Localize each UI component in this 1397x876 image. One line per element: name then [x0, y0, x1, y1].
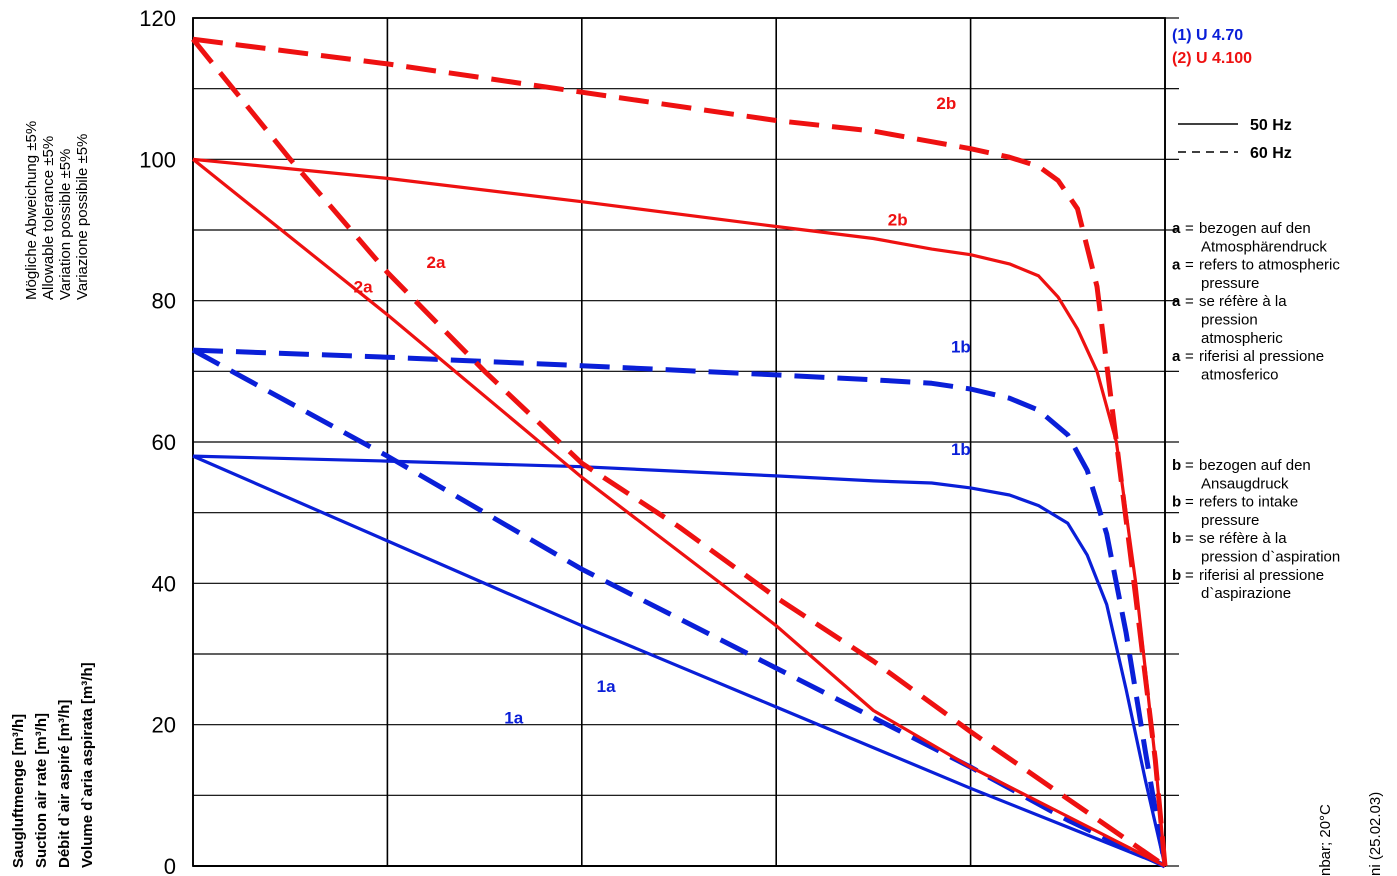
note-eq: =: [1185, 530, 1194, 547]
legend-freq: 60 Hz: [1250, 145, 1292, 162]
note-text: bezogen auf den: [1199, 457, 1311, 474]
note-eq: =: [1185, 257, 1194, 274]
note-text: d`aspirazione: [1201, 585, 1291, 602]
series-layer: [191, 36, 1168, 869]
series-1b-60hz: [192, 347, 1168, 867]
series-2b-60hz: [192, 36, 1168, 867]
y-tick-label: 100: [139, 147, 176, 172]
note-text: Ansaugdruck: [1201, 475, 1289, 492]
y-axis-ticks: 0 20 40 60 80 100 120: [139, 6, 176, 876]
note-text: pressure: [1201, 275, 1259, 292]
curve-labels: 1a 1a 1b 1b 2a 2a 2b 2b: [354, 94, 971, 728]
note-key: b: [1172, 457, 1181, 474]
y-tick-label: 120: [139, 6, 176, 31]
note-text: se réfère à la: [1199, 530, 1287, 547]
footer-conditions: nbar; 20°C: [1317, 804, 1334, 876]
curve-label-2b: 2b: [936, 94, 956, 113]
note-text: pressure: [1201, 512, 1259, 529]
tolerance-labels: Mögliche Abweichung ±5% Allowable toleran…: [23, 121, 91, 300]
note-text: pression d`aspiration: [1201, 549, 1340, 566]
tolerance-label: Mögliche Abweichung ±5%: [23, 121, 40, 300]
curve-label-2b: 2b: [888, 210, 908, 229]
curve-label-1b: 1b: [951, 440, 971, 459]
y-tick-label: 20: [152, 713, 176, 738]
note-text: atmospheric: [1201, 330, 1283, 347]
y-tick-label: 60: [152, 430, 176, 455]
grid: [192, 17, 1179, 867]
note-eq: =: [1185, 567, 1194, 584]
note-eq: =: [1185, 348, 1194, 365]
footer: nbar; 20°C ni (25.02.03): [1317, 792, 1384, 876]
note-key: a: [1172, 220, 1181, 237]
note-key: b: [1172, 530, 1181, 547]
y-tick-label: 80: [152, 289, 176, 314]
note-eq: =: [1185, 457, 1194, 474]
legend-model: (1) U 4.70: [1172, 27, 1243, 44]
note-key: a: [1172, 293, 1181, 310]
tolerance-label: Variazione possibile ±5%: [74, 134, 91, 300]
legend-model: (2) U 4.100: [1172, 50, 1252, 67]
note-text: pression: [1201, 312, 1258, 329]
curve-label-2a: 2a: [427, 253, 446, 272]
note-eq: =: [1185, 293, 1194, 310]
series-1b-50hz: [192, 454, 1167, 867]
series-2a-60hz: [191, 37, 1167, 869]
curve-label-2a: 2a: [354, 278, 373, 297]
note-text: Atmosphärendruck: [1201, 238, 1327, 255]
note-text: bezogen auf den: [1199, 220, 1311, 237]
note-key: a: [1172, 348, 1181, 365]
y-axis-label-line: Débit d`air aspiré [m³/h]: [56, 700, 73, 868]
curve-label-1a: 1a: [597, 677, 616, 696]
note-text: refers to intake: [1199, 494, 1298, 511]
note-eq: =: [1185, 220, 1194, 237]
y-axis-label-line: Suction air rate [m³/h]: [33, 713, 50, 868]
legend-freq: 50 Hz: [1250, 117, 1292, 134]
note-text: atmosferico: [1201, 366, 1279, 383]
note-text: riferisi al pressione: [1199, 567, 1324, 584]
curve-label-1a: 1a: [504, 709, 523, 728]
y-axis-label-line: Saugluftmenge [m³/h]: [10, 714, 27, 868]
note-key: a: [1172, 257, 1181, 274]
note-eq: =: [1185, 494, 1194, 511]
note-text: riferisi al pressione: [1199, 348, 1324, 365]
y-tick-label: 40: [152, 571, 176, 596]
y-tick-label: 0: [164, 854, 176, 876]
legend: (1) U 4.70 (2) U 4.100 50 Hz 60 Hz: [1172, 27, 1292, 162]
series-1a-60hz: [191, 347, 1167, 869]
curve-label-1b: 1b: [951, 338, 971, 357]
note-text: refers to atmospheric: [1199, 257, 1340, 274]
y-axis-label-line: Volume d`aria aspirata [m³/h]: [79, 662, 96, 868]
note-key: b: [1172, 567, 1181, 584]
series-1a-50hz: [192, 454, 1166, 868]
series-2a-50hz: [192, 158, 1166, 868]
footer-date: ni (25.02.03): [1367, 792, 1384, 876]
note-key: b: [1172, 494, 1181, 511]
note-text: se réfère à la: [1199, 293, 1287, 310]
tolerance-label: Allowable tolerance ±5%: [40, 136, 57, 300]
y-axis-label: Saugluftmenge [m³/h] Suction air rate [m³…: [10, 662, 96, 868]
tolerance-label: Variation possible ±5%: [57, 149, 74, 300]
